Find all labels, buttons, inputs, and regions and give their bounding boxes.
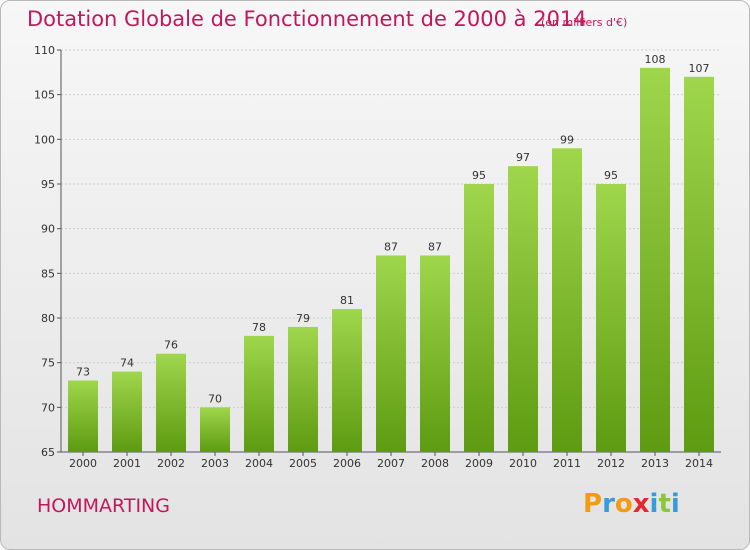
bar: [112, 371, 142, 452]
y-tick-label: 100: [34, 133, 55, 146]
y-tick-label: 65: [41, 446, 55, 459]
logo-letter: i: [649, 489, 659, 519]
bar: [464, 184, 494, 452]
x-tick-label: 2000: [69, 457, 97, 470]
logo-letter: t: [658, 489, 671, 519]
y-tick-label: 85: [41, 267, 55, 280]
chart-subtitle: (en milliers d'€): [541, 16, 628, 29]
x-tick-label: 2005: [289, 457, 317, 470]
y-tick-label: 110: [34, 44, 55, 57]
labels: 65 70 75 80 85 90 95 100 105 110 73 2000 74 2001 76 200…: [34, 44, 713, 470]
bar: [552, 148, 582, 452]
bar: [332, 309, 362, 452]
x-tick-label: 2006: [333, 457, 361, 470]
x-tick-label: 2010: [509, 457, 537, 470]
x-tick-label: 2014: [685, 457, 713, 470]
y-tick-label: 90: [41, 223, 55, 236]
data-label: 87: [428, 240, 442, 253]
bar: [420, 255, 450, 452]
x-tick-label: 2007: [377, 457, 405, 470]
chart-title: Dotation Globale de Fonctionnement de 20…: [27, 7, 587, 31]
data-label: 81: [340, 294, 354, 307]
data-label: 73: [76, 366, 90, 379]
logo-letter: x: [632, 489, 650, 519]
y-tick-label: 80: [41, 312, 55, 325]
x-tick-label: 2008: [421, 457, 449, 470]
logo-letter: P: [583, 489, 603, 519]
data-label: 95: [604, 169, 618, 182]
bar: [200, 407, 230, 452]
bar: [596, 184, 626, 452]
data-label: 95: [472, 169, 486, 182]
x-tick-label: 2013: [641, 457, 669, 470]
bar: [376, 255, 406, 452]
logo-letter: o: [614, 489, 633, 519]
bar: [508, 166, 538, 452]
y-tick-label: 95: [41, 178, 55, 191]
commune-name: HOMMARTING: [37, 495, 170, 517]
data-label: 107: [689, 62, 710, 75]
data-label: 70: [208, 392, 222, 405]
proxiti-logo[interactable]: Proxiti: [583, 489, 680, 519]
bar: [68, 380, 98, 452]
bar: [684, 76, 714, 453]
logo-letter: r: [602, 489, 615, 519]
x-tick-label: 2003: [201, 457, 229, 470]
x-tick-label: 2012: [597, 457, 625, 470]
x-tick-label: 2011: [553, 457, 581, 470]
y-tick-label: 75: [41, 357, 55, 370]
logo-letter: i: [670, 489, 680, 519]
bar: [156, 353, 186, 452]
data-label: 97: [516, 151, 530, 164]
y-tick-label: 105: [34, 89, 55, 102]
data-label: 87: [384, 240, 398, 253]
data-label: 79: [296, 312, 310, 325]
data-label: 74: [120, 357, 134, 370]
data-label: 108: [645, 53, 666, 66]
bar: [244, 335, 274, 452]
x-tick-label: 2004: [245, 457, 273, 470]
y-tick-label: 70: [41, 401, 55, 414]
data-label: 78: [252, 321, 266, 334]
x-tick-label: 2001: [113, 457, 141, 470]
bar: [288, 326, 318, 452]
data-label: 99: [560, 133, 574, 146]
bar: [640, 67, 670, 452]
bars: [68, 67, 714, 453]
x-tick-label: 2009: [465, 457, 493, 470]
data-label: 76: [164, 339, 178, 352]
x-tick-label: 2002: [157, 457, 185, 470]
